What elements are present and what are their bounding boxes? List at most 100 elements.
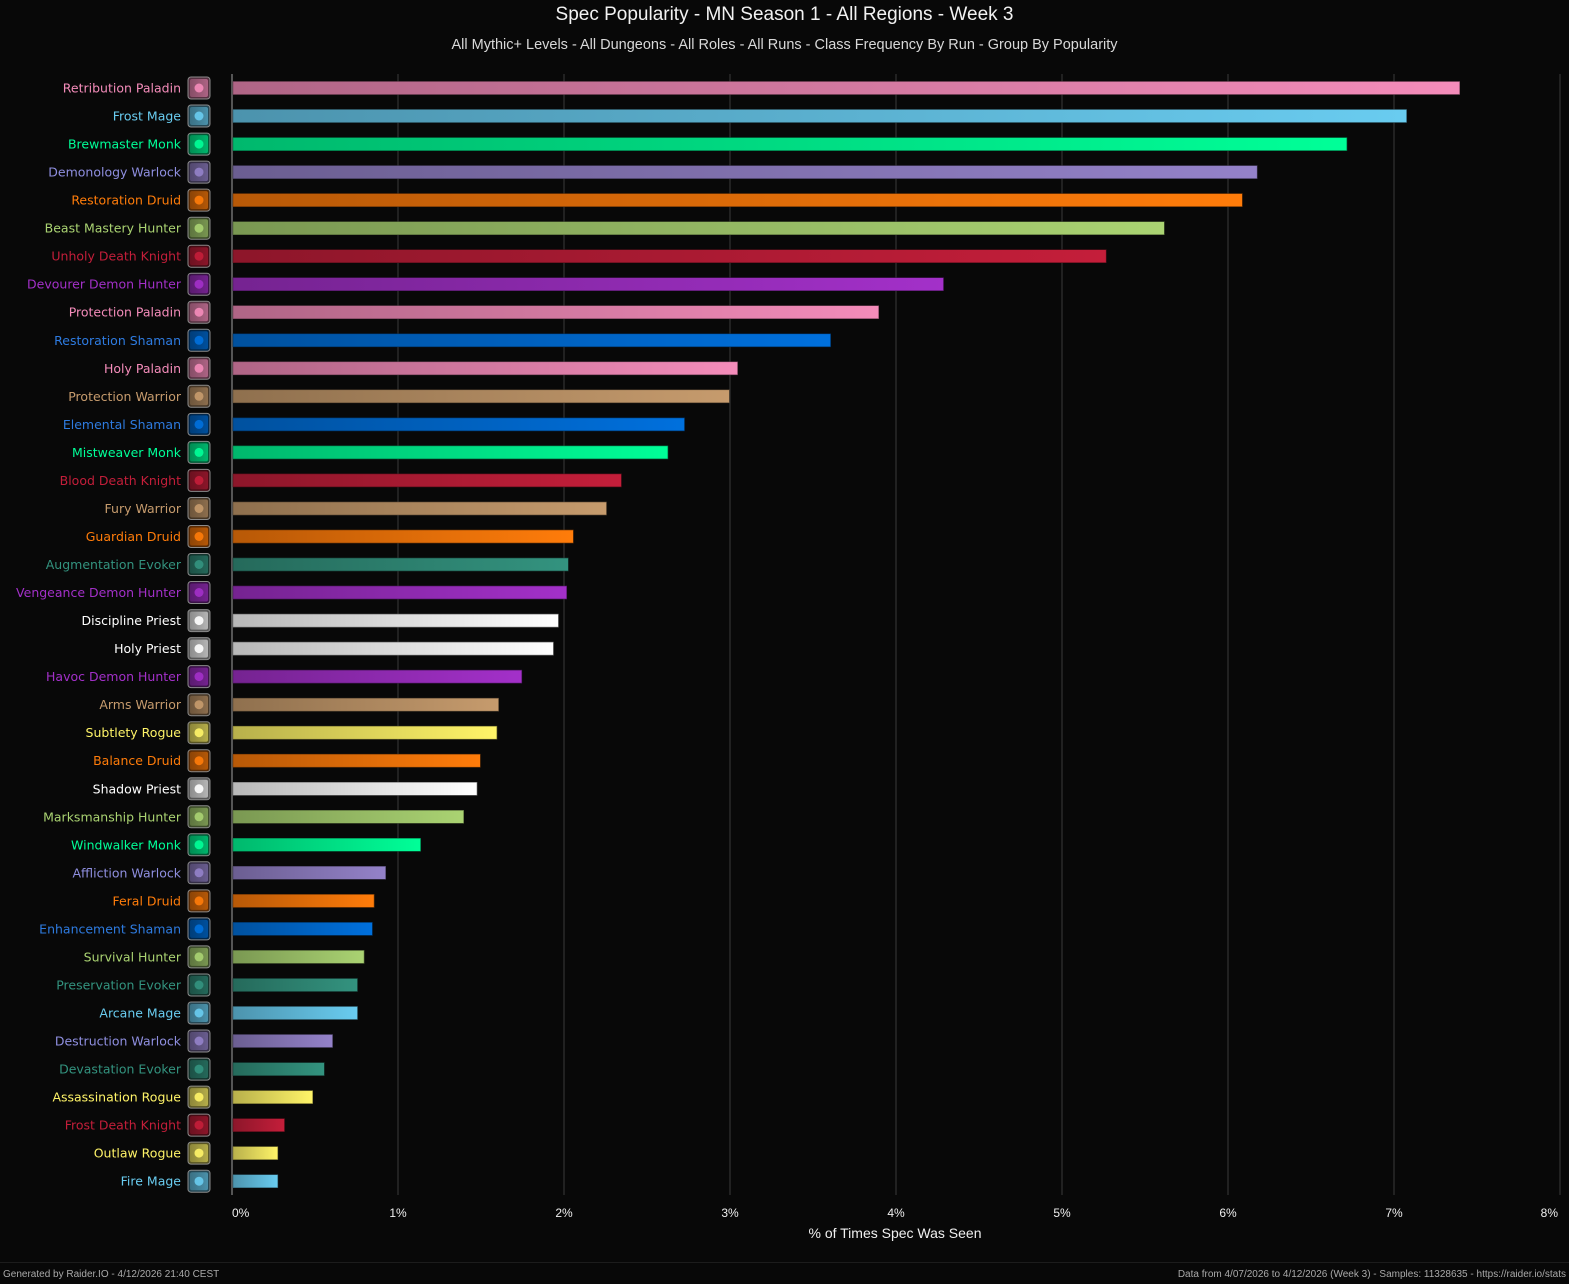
y-category-label: Augmentation Evoker bbox=[46, 557, 182, 572]
y-category-label: Assassination Rogue bbox=[52, 1090, 181, 1105]
footer-divider bbox=[0, 1262, 1569, 1263]
bar[interactable] bbox=[232, 950, 365, 964]
y-category-label: Protection Paladin bbox=[69, 305, 181, 320]
bar[interactable] bbox=[232, 305, 880, 320]
bar[interactable] bbox=[232, 445, 669, 460]
bar[interactable] bbox=[232, 501, 607, 516]
restoration-shaman-icon bbox=[187, 328, 211, 352]
demonology-icon bbox=[187, 160, 211, 184]
augmentation-icon bbox=[187, 553, 211, 576]
frostbolt-icon bbox=[187, 104, 211, 128]
y-category-label: Protection Warrior bbox=[68, 389, 182, 404]
bar[interactable] bbox=[232, 473, 622, 488]
y-category-label: Survival Hunter bbox=[84, 949, 182, 964]
y-category-label: Frost Mage bbox=[113, 109, 182, 124]
vengeance-icon bbox=[187, 581, 211, 604]
footer-generated: Generated by Raider.IO - 4/12/2026 21:40… bbox=[3, 1269, 220, 1280]
guardian-icon bbox=[187, 525, 211, 548]
bar[interactable] bbox=[232, 333, 831, 348]
bar[interactable] bbox=[232, 978, 358, 992]
bar[interactable] bbox=[232, 81, 1460, 95]
y-category-label: Enhancement Shaman bbox=[39, 921, 181, 936]
bar[interactable] bbox=[232, 641, 554, 656]
bar[interactable] bbox=[232, 389, 730, 404]
elemental-icon bbox=[187, 412, 211, 436]
bar[interactable] bbox=[232, 249, 1107, 263]
holy-paladin-icon bbox=[187, 356, 211, 380]
y-category-label: Unholy Death Knight bbox=[51, 249, 181, 264]
preservation-icon bbox=[187, 973, 211, 997]
bar[interactable] bbox=[232, 894, 375, 908]
bar[interactable] bbox=[232, 1146, 279, 1160]
shadow-priest-icon bbox=[187, 777, 211, 801]
assassination-icon bbox=[187, 1085, 211, 1109]
y-category-label: Feral Druid bbox=[112, 893, 181, 908]
bar[interactable] bbox=[232, 193, 1243, 207]
y-category-label: Vengeance Demon Hunter bbox=[16, 585, 182, 600]
bar[interactable] bbox=[232, 109, 1407, 123]
havoc-icon bbox=[187, 665, 211, 689]
bar[interactable] bbox=[232, 753, 481, 768]
x-axis-label: % of Times Spec Was Seen bbox=[808, 1225, 982, 1241]
marksmanship-icon bbox=[187, 805, 211, 829]
brewmaster-icon bbox=[187, 132, 211, 156]
bar[interactable] bbox=[232, 669, 523, 684]
x-tick-label: 3% bbox=[721, 1206, 739, 1220]
bar[interactable] bbox=[232, 277, 944, 292]
y-category-label: Arms Warrior bbox=[99, 697, 182, 712]
y-category-label: Balance Druid bbox=[93, 753, 181, 768]
bar[interactable] bbox=[232, 613, 559, 628]
y-category-label: Holy Paladin bbox=[104, 361, 181, 376]
y-category-label: Outlaw Rogue bbox=[94, 1146, 182, 1161]
discipline-icon bbox=[187, 609, 211, 633]
bar[interactable] bbox=[232, 1034, 333, 1048]
devourer-icon bbox=[187, 272, 211, 296]
bar[interactable] bbox=[232, 1062, 325, 1076]
beast-mastery-icon bbox=[187, 216, 211, 240]
bar[interactable] bbox=[232, 1118, 285, 1132]
y-category-label: Fury Warrior bbox=[105, 501, 182, 516]
frost-dk-icon bbox=[187, 1113, 211, 1137]
balance-icon bbox=[187, 749, 211, 773]
destruction-icon bbox=[187, 1029, 211, 1053]
chart-title: Spec Popularity - MN Season 1 - All Regi… bbox=[555, 4, 1014, 25]
x-tick-label: 2% bbox=[555, 1206, 573, 1220]
bar[interactable] bbox=[232, 165, 1258, 179]
affliction-icon bbox=[187, 861, 211, 885]
bar[interactable] bbox=[232, 529, 574, 544]
footer-data-info: Data from 4/07/2026 to 4/12/2026 (Week 3… bbox=[1177, 1269, 1566, 1280]
bar[interactable] bbox=[232, 922, 373, 936]
bar[interactable] bbox=[232, 361, 738, 376]
bar[interactable] bbox=[232, 137, 1348, 151]
bar[interactable] bbox=[232, 221, 1165, 235]
bar[interactable] bbox=[232, 865, 386, 880]
subtlety-icon bbox=[187, 721, 211, 745]
restoration-druid-icon bbox=[187, 188, 211, 212]
y-category-label: Guardian Druid bbox=[86, 529, 181, 544]
blood-icon bbox=[187, 468, 211, 492]
bar[interactable] bbox=[232, 557, 569, 572]
bar[interactable] bbox=[232, 417, 685, 432]
tick-layer: 0% 1% 2% 3% 4% 5% 6% 7% 8% bbox=[232, 1206, 1558, 1220]
bar[interactable] bbox=[232, 809, 464, 824]
bar[interactable] bbox=[232, 781, 478, 796]
survival-icon bbox=[187, 945, 211, 969]
bar[interactable] bbox=[232, 697, 499, 712]
x-tick-label: 4% bbox=[887, 1206, 905, 1220]
arms-icon bbox=[187, 693, 211, 717]
grid-layer bbox=[231, 74, 1561, 1195]
y-category-label: Restoration Druid bbox=[71, 193, 181, 208]
bar[interactable] bbox=[232, 585, 568, 600]
y-category-label: Elemental Shaman bbox=[63, 417, 181, 432]
label-layer: Retribution Paladin Frost Mage Brewmaster … bbox=[16, 76, 211, 1193]
bar[interactable] bbox=[232, 1006, 358, 1020]
bar[interactable] bbox=[232, 1174, 279, 1188]
y-category-label: Discipline Priest bbox=[82, 613, 182, 628]
y-category-label: Restoration Shaman bbox=[54, 333, 181, 348]
bar[interactable] bbox=[232, 837, 421, 852]
protection-paladin-icon bbox=[187, 300, 211, 324]
x-tick-label: 7% bbox=[1385, 1206, 1403, 1220]
bar[interactable] bbox=[232, 725, 498, 740]
outlaw-icon bbox=[187, 1141, 211, 1165]
bar[interactable] bbox=[232, 1090, 313, 1104]
